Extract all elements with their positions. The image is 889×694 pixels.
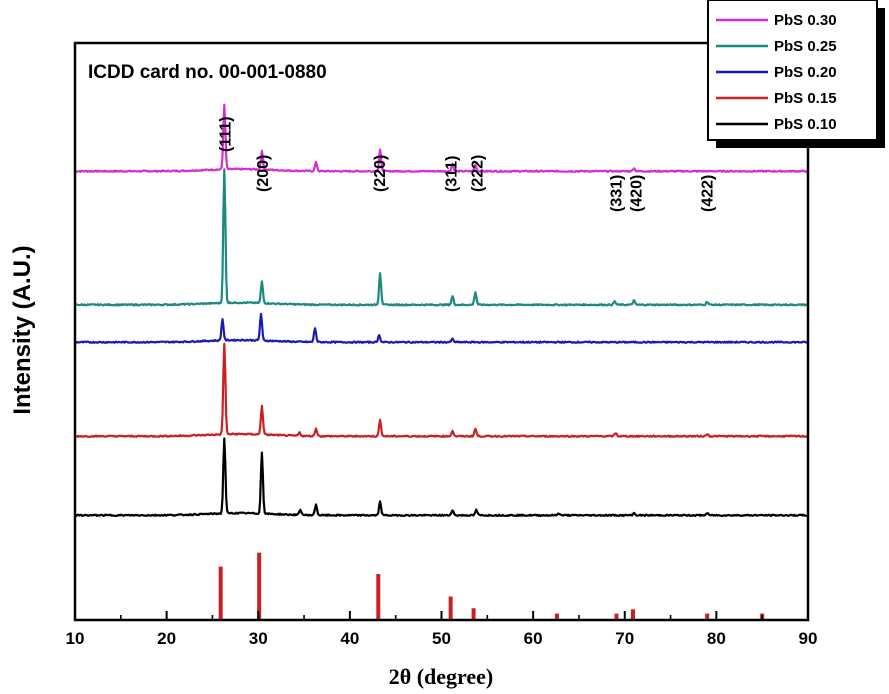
x-tick-label: 20 (157, 629, 176, 648)
x-tick-label: 30 (249, 629, 268, 648)
x-tick-label: 50 (432, 629, 451, 648)
miller-index-label: (200) (255, 155, 272, 192)
legend-box (707, 0, 878, 141)
miller-index-label: (222) (469, 155, 486, 192)
miller-index-label: (420) (629, 175, 646, 212)
legend: PbS 0.30 PbS 0.25 PbS 0.20 PbS 0.15 PbS 0.10 (707, 0, 885, 148)
x-tick-label: 70 (615, 629, 634, 648)
miller-index-label: (422) (699, 175, 716, 212)
series-line-4 (74, 342, 809, 438)
x-tick-label: 40 (340, 629, 359, 648)
x-tick-label: 90 (799, 629, 818, 648)
x-tick-label: 80 (707, 629, 726, 648)
legend-entry: PbS 0.15 (774, 90, 837, 107)
y-axis-label: Intensity (A.U.) (9, 245, 36, 414)
legend-entry: PbS 0.20 (774, 64, 837, 81)
miller-index-label: (220) (372, 155, 389, 192)
series-line-2 (74, 168, 809, 307)
x-axis-label: 2θ (degree) (389, 664, 494, 689)
miller-index-label: (111) (217, 116, 234, 152)
legend-entry: PbS 0.25 (774, 38, 837, 55)
series-line-1 (74, 103, 809, 173)
chart-title: ICDD card no. 00-001-0880 (88, 62, 327, 83)
plot-frame (73, 41, 810, 622)
legend-entry: PbS 0.10 (774, 116, 837, 133)
x-tick-label: 10 (66, 629, 85, 648)
series-line-5 (74, 437, 809, 517)
miller-index-label: (331) (609, 175, 626, 212)
series-line-3 (74, 312, 809, 344)
miller-index-label: (311) (444, 156, 461, 192)
x-tick-label: 60 (524, 629, 543, 648)
legend-entry: PbS 0.30 (774, 12, 837, 29)
